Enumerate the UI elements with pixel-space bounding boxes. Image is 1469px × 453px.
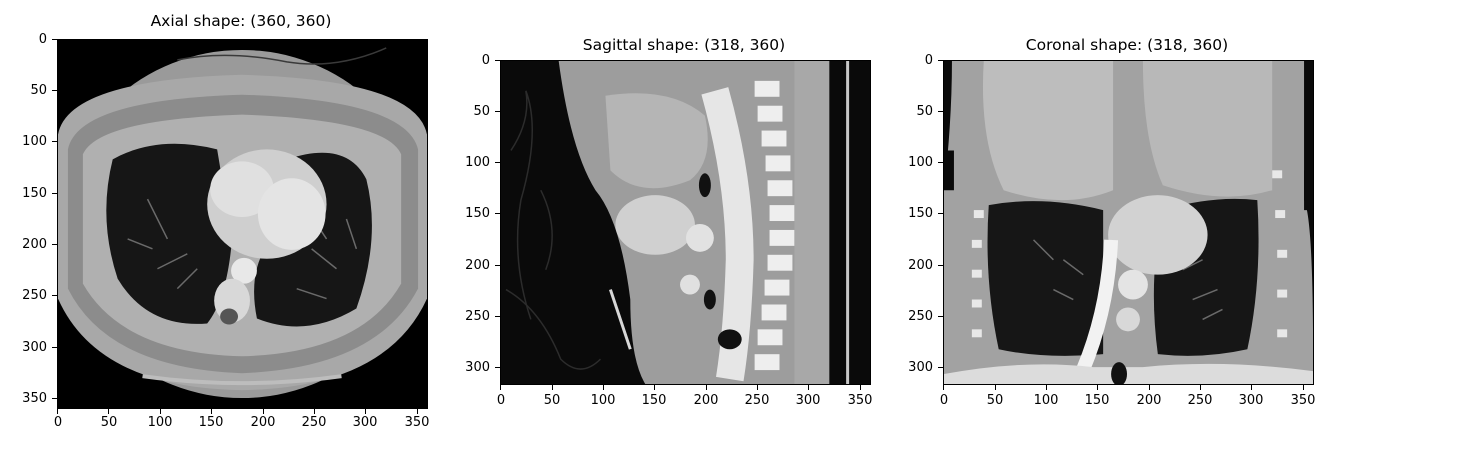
coronal-x-tick: 200	[1129, 394, 1169, 408]
axial-ct-image	[58, 40, 427, 408]
coronal-x-tick: 300	[1231, 394, 1271, 408]
axial-y-tick: 300	[7, 341, 47, 355]
sagittal-x-tick: 150	[634, 394, 674, 408]
axial-y-tick: 0	[7, 33, 47, 47]
sagittal-x-tick: 200	[686, 394, 726, 408]
axial-x-tick: 50	[89, 416, 129, 430]
sagittal-x-tick: 300	[788, 394, 828, 408]
axial-x-tick: 350	[397, 416, 437, 430]
coronal-x-tick: 250	[1180, 394, 1220, 408]
sagittal-ct-image	[501, 61, 870, 384]
coronal-x-tick: 100	[1026, 394, 1066, 408]
sagittal-y-tick: 250	[450, 310, 490, 324]
axial-image	[57, 39, 428, 409]
sagittal-x-tick: 350	[840, 394, 880, 408]
sagittal-y-tick: 100	[450, 156, 490, 170]
axial-x-tick: 300	[345, 416, 385, 430]
sagittal-y-tick: 300	[450, 361, 490, 375]
coronal-x-tick: 150	[1077, 394, 1117, 408]
coronal-y-tick: 250	[893, 310, 933, 324]
coronal-x-tick: 0	[924, 394, 964, 408]
sagittal-image	[500, 60, 871, 385]
coronal-y-tick: 50	[893, 105, 933, 119]
coronal-title: Coronal shape: (318, 360)	[1026, 36, 1228, 54]
axial-title: Axial shape: (360, 360)	[151, 12, 332, 30]
sagittal-x-tick: 0	[481, 394, 521, 408]
coronal-y-tick: 150	[893, 207, 933, 221]
axial-x-tick: 150	[191, 416, 231, 430]
axial-x-tick: 200	[243, 416, 283, 430]
axial-x-tick: 0	[38, 416, 78, 430]
coronal-y-tick: 0	[893, 54, 933, 68]
sagittal-x-tick: 250	[737, 394, 777, 408]
axial-x-tick: 250	[294, 416, 334, 430]
sagittal-y-tick: 0	[450, 54, 490, 68]
axial-y-tick: 250	[7, 289, 47, 303]
coronal-x-tick: 350	[1283, 394, 1323, 408]
sagittal-title: Sagittal shape: (318, 360)	[583, 36, 785, 54]
sagittal-y-tick: 50	[450, 105, 490, 119]
coronal-ct-image	[944, 61, 1313, 384]
sagittal-x-tick: 100	[583, 394, 623, 408]
coronal-image	[943, 60, 1314, 385]
sagittal-y-tick: 200	[450, 259, 490, 273]
axial-x-tick: 100	[140, 416, 180, 430]
axial-y-tick: 50	[7, 84, 47, 98]
coronal-y-tick: 300	[893, 361, 933, 375]
axial-y-tick: 350	[7, 392, 47, 406]
coronal-y-tick: 200	[893, 259, 933, 273]
axial-y-tick: 200	[7, 238, 47, 252]
coronal-y-tick: 100	[893, 156, 933, 170]
axial-y-tick: 100	[7, 135, 47, 149]
sagittal-x-tick: 50	[532, 394, 572, 408]
axial-y-tick: 150	[7, 187, 47, 201]
sagittal-y-tick: 150	[450, 207, 490, 221]
coronal-x-tick: 50	[975, 394, 1015, 408]
